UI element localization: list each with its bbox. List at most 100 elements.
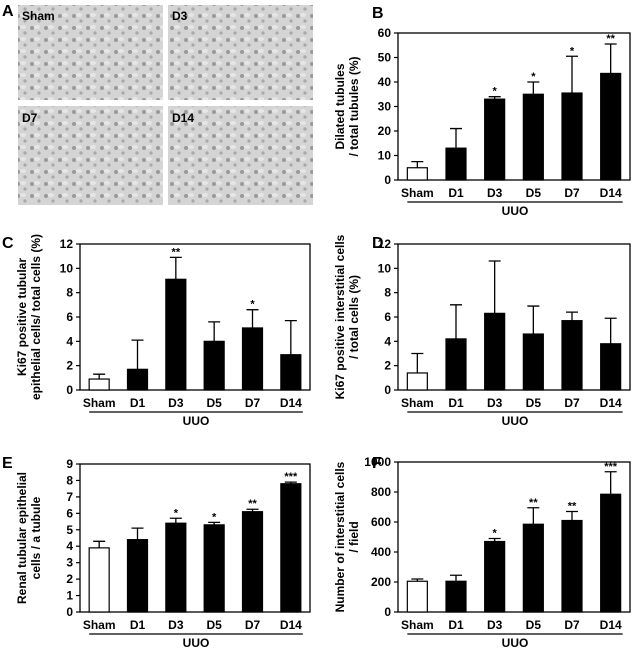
bar	[600, 72, 622, 181]
chart: D Ki67 positive interstitial cells / total…	[333, 234, 631, 428]
y-tick-label: 9	[66, 457, 73, 471]
y-tick-label: 12	[60, 237, 74, 251]
error-bar	[169, 256, 182, 280]
y-tick-label: 800	[371, 485, 391, 499]
y-tick-label: 400	[371, 545, 391, 559]
bar	[88, 378, 110, 391]
y-tick-label: 8	[66, 473, 73, 487]
bar	[406, 372, 428, 391]
y-tick-label: 600	[371, 515, 391, 529]
x-tick-label: Sham	[83, 618, 116, 632]
bar	[484, 540, 506, 613]
x-tick-label: Sham	[401, 618, 434, 632]
x-tick-label: D5	[526, 186, 542, 200]
bar	[484, 98, 506, 181]
error-bar	[488, 260, 501, 314]
y-axis-label: Number of interstitial cells	[333, 461, 347, 612]
error-bar	[604, 317, 617, 344]
significance-marker: *	[212, 511, 217, 523]
y-tick-label: 10	[60, 261, 74, 275]
chart: F Number of interstitial cells / field 0 200…	[333, 455, 631, 650]
micrograph-image	[168, 5, 313, 100]
significance-marker: ***	[284, 471, 298, 483]
x-tick-label: Sham	[401, 186, 434, 200]
y-tick-label: 0	[384, 173, 391, 187]
y-axis-label: epithelial cells/ total cells (%)	[29, 234, 43, 400]
error-bar	[450, 304, 462, 339]
y-axis-label: cells / a tubule	[29, 496, 43, 579]
plot-frame	[79, 463, 311, 613]
plot-frame	[397, 243, 631, 391]
significance-marker: *	[570, 45, 575, 57]
y-tick-label: 30	[378, 100, 392, 114]
bar	[241, 327, 264, 391]
bar	[126, 368, 149, 391]
y-tick-label: 1	[66, 589, 73, 603]
plot-frame	[397, 461, 631, 613]
y-tick-label: 0	[384, 383, 391, 397]
chart: B Dilated tubules / total tubules (%) 0 10 20…	[333, 5, 631, 218]
significance-marker: **	[529, 497, 538, 509]
error-bar	[131, 527, 144, 540]
significance-marker: **	[248, 498, 257, 510]
x-tick-label: D1	[130, 618, 146, 632]
significance-marker: **	[606, 33, 615, 45]
bar	[561, 92, 583, 181]
y-tick-label: 0	[384, 605, 391, 619]
significance-marker: ***	[604, 461, 618, 473]
micrograph-label: D3	[172, 9, 188, 23]
bar	[203, 340, 225, 391]
error-bar	[169, 517, 182, 524]
y-tick-label: 1000	[364, 455, 391, 469]
bar	[165, 278, 187, 391]
micrograph-image	[18, 5, 163, 100]
bar	[600, 343, 622, 391]
x-tick-label: D14	[600, 618, 622, 632]
group-label: UUO	[502, 414, 529, 428]
y-axis-label: Dilated tubules	[333, 63, 347, 149]
plot-frame	[79, 243, 311, 391]
significance-marker: *	[493, 528, 498, 540]
y-tick-label: 50	[378, 51, 392, 65]
y-tick-label: 10	[378, 149, 392, 163]
y-tick-label: 10	[378, 261, 392, 275]
bar	[484, 312, 506, 391]
y-tick-label: 2	[66, 359, 73, 373]
bar	[522, 333, 544, 391]
error-bar	[527, 81, 540, 95]
y-axis-label: / total cells (%)	[347, 275, 361, 359]
error-bar	[450, 127, 462, 149]
bar	[561, 320, 583, 391]
bar	[280, 354, 302, 391]
bar	[88, 547, 110, 613]
y-tick-label: 6	[66, 506, 73, 520]
significance-marker: *	[531, 71, 536, 83]
panel-label: A	[2, 3, 14, 20]
x-tick-label: D3	[487, 186, 503, 200]
y-tick-label: 0	[66, 383, 73, 397]
panel-label: C	[2, 235, 14, 252]
x-tick-label: D14	[280, 396, 302, 410]
error-bar	[566, 55, 578, 94]
bar	[600, 493, 622, 613]
x-tick-label: D14	[600, 396, 622, 410]
panel-label: E	[2, 455, 13, 472]
x-tick-label: D1	[130, 396, 146, 410]
x-tick-label: D3	[168, 396, 184, 410]
micrograph: Sham D3 D7 D14	[18, 5, 313, 205]
significance-marker: **	[568, 501, 577, 513]
bar	[522, 523, 544, 613]
x-tick-label: D7	[245, 618, 261, 632]
bar	[241, 511, 264, 613]
x-tick-label: D5	[206, 396, 222, 410]
micrograph-label: Sham	[22, 9, 55, 23]
y-axis-label: Ki67 positive tubular	[15, 258, 29, 376]
x-tick-label: D7	[564, 618, 580, 632]
y-tick-label: 4	[66, 539, 73, 553]
y-axis-label: / field	[347, 521, 361, 552]
y-tick-label: 12	[378, 237, 392, 251]
micrograph-label: D7	[22, 111, 38, 125]
x-tick-label: D14	[280, 618, 302, 632]
x-tick-label: D3	[487, 396, 503, 410]
